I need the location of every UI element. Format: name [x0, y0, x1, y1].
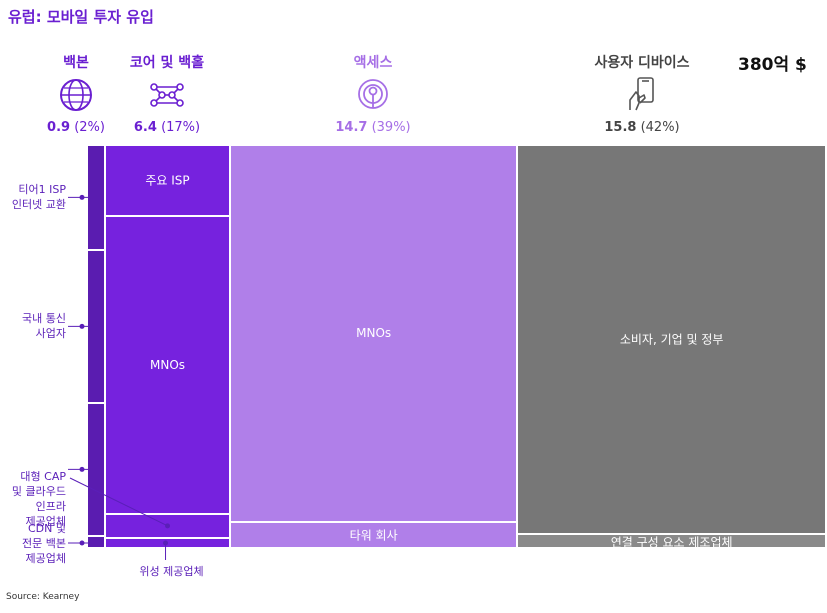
- backbone-label-line: 인프라: [35, 500, 66, 514]
- satellite-dot: [163, 540, 169, 546]
- backbone-dot-2: [79, 466, 85, 472]
- category-value-core: 6.4 (17%): [133, 120, 201, 135]
- category-value-backbone: 0.9 (2%): [47, 120, 105, 135]
- segment-label-access-0: MNOs: [356, 326, 392, 341]
- segment-backbone-3: [87, 535, 105, 548]
- total-investment: 380억 $: [738, 55, 807, 75]
- segment-label-access-1: 타워 회사: [349, 528, 398, 543]
- globe-icon: [60, 79, 92, 111]
- backbone-label-line: 티어1 ISP: [18, 183, 66, 197]
- phone-hand-icon: [629, 77, 654, 111]
- page-title: 유럽: 모바일 투자 유입: [8, 8, 154, 26]
- backbone-label-0: 티어1 ISP 인터넷 교환: [12, 182, 66, 212]
- backbone-dot-3: [79, 540, 85, 546]
- segment-label-core-1: MNOs: [150, 357, 186, 372]
- backbone-label-line: 제공업체: [25, 515, 66, 529]
- segment-access-1: [230, 521, 518, 548]
- category-label-device: 사용자 디바이스: [594, 55, 690, 71]
- backbone-label-line: 사업자: [35, 327, 66, 341]
- backbone-label-line: 제공업체: [25, 552, 66, 565]
- satellite-provider-label: 위성 제공업체: [139, 565, 204, 578]
- segment-label-device-1: 연결 구성 요소 제조업체: [610, 535, 733, 550]
- segment-label-device-0: 소비자, 기업 및 정부: [619, 332, 724, 347]
- backbone-dot-1: [79, 323, 85, 329]
- backbone-label-line: 국내 통신: [22, 312, 66, 326]
- category-value-access: 14.7 (39%): [335, 120, 411, 135]
- backbone-label-line: CDN 및: [28, 522, 66, 535]
- segment-core-0: [105, 145, 231, 216]
- category-label-backbone: 백본: [63, 55, 89, 71]
- cloud-infra-dot: [165, 523, 171, 529]
- backbone-label-1: 국내 통신 사업자: [22, 311, 66, 341]
- network-nodes-icon: [150, 83, 184, 107]
- backbone-label-line: 인터넷 교환: [11, 198, 66, 212]
- backbone-label-line: 전문 백본: [22, 537, 66, 550]
- source-note: Source: Kearney: [6, 592, 80, 602]
- backbone-label-line: 및 클라우드: [11, 485, 66, 499]
- cloud-infra-pointer: [69, 477, 168, 527]
- segment-core-1: [105, 215, 231, 514]
- segment-device-0: [517, 145, 826, 534]
- backbone-label-line: 대형 CAP: [20, 470, 66, 484]
- category-label-core: 코어 및 백홀: [129, 55, 205, 71]
- segment-access-0: [230, 145, 518, 522]
- segment-device-1: [517, 533, 826, 548]
- category-label-access: 액세스: [353, 55, 393, 71]
- category-value-device: 15.8 (42%): [604, 120, 680, 135]
- segment-label-core-0: 주요 ISP: [145, 173, 190, 188]
- backbone-label-2: 대형 CAP 및 클라우드 인프라 제공업체: [12, 469, 66, 529]
- backbone-dot-0: [79, 194, 85, 200]
- radio-tower-icon: [358, 79, 388, 109]
